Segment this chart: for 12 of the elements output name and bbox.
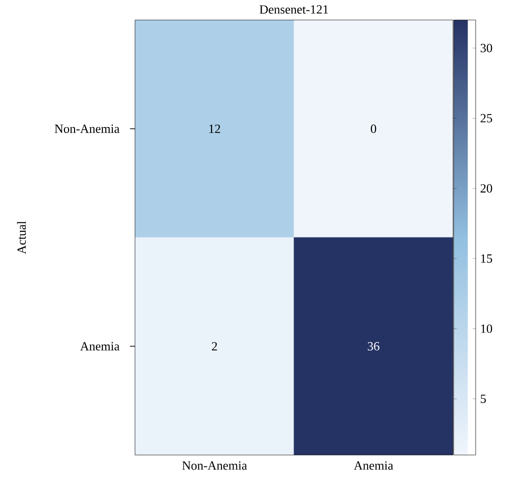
y-axis-title: Actual (17, 221, 26, 254)
data-label: 2 (212, 342, 217, 350)
color-bar-label: 10 (481, 324, 492, 333)
data-label: 36 (368, 342, 380, 350)
color-bar-label: 30 (480, 44, 492, 52)
color-bar-label: 15 (481, 254, 492, 263)
data-label: 0 (370, 124, 376, 133)
color-bar-label: 25 (480, 114, 492, 122)
color-bar-label: 5 (480, 394, 486, 404)
color-bar-label: 20 (480, 184, 492, 193)
data-label: 12 (209, 124, 220, 133)
chart-title: Densenet-121 (260, 5, 328, 14)
